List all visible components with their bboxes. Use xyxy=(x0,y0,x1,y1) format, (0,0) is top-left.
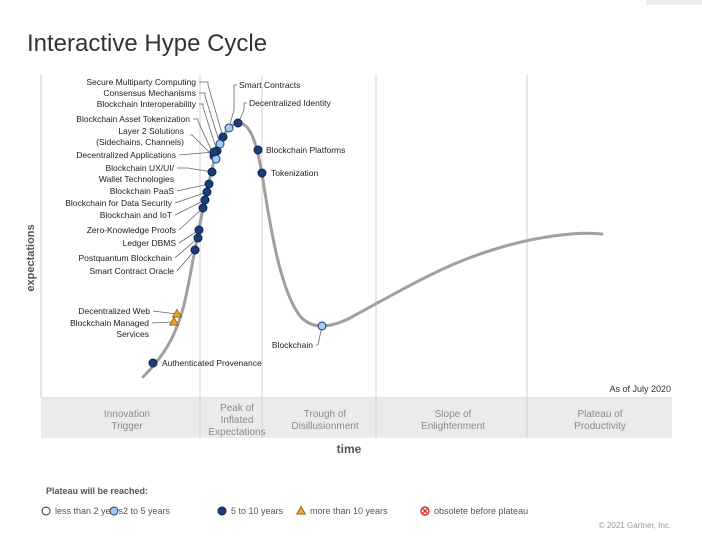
leader-decentralized-web xyxy=(152,310,178,315)
leader-postquantum-blockchain xyxy=(174,237,199,259)
phase-dividers xyxy=(199,75,528,438)
leader-blockchain-and-iot xyxy=(174,199,206,216)
legend: Plateau will be reached: less than 2 yea… xyxy=(41,486,528,516)
leader-decentralized-identity xyxy=(237,102,247,124)
marker-decentralized-identity[interactable] xyxy=(233,118,243,128)
copyright: © 2021 Gartner, Inc. xyxy=(599,521,671,530)
legend-items: less than 2 years 2 to 5 years 5 to 10 yea… xyxy=(41,505,528,516)
marker-blockchain-managed-services[interactable] xyxy=(168,316,180,326)
label-decentralized-identity: Decentralized Identity xyxy=(249,98,331,108)
phase-label-peak-1: Peak of xyxy=(220,403,254,414)
marker-blockchain-platforms[interactable] xyxy=(253,145,263,155)
label-blockchain-asset-tokenization: Blockchain Asset Tokenization xyxy=(76,114,190,124)
label-blockchain-managed-services: Blockchain Managed Services xyxy=(70,318,149,339)
page-title: Interactive Hype Cycle xyxy=(27,30,268,57)
phase-label-slope-2: Enlightenment xyxy=(421,421,485,432)
label-blockchain: Blockchain xyxy=(272,340,313,350)
legend-marker-more-than-10-years xyxy=(295,505,307,515)
marker-blockchain-and-iot[interactable] xyxy=(200,195,210,205)
phase-band xyxy=(41,399,672,438)
label-blockchain-platforms: Blockchain Platforms xyxy=(266,145,345,155)
marker-zero-knowledge-proofs[interactable] xyxy=(198,203,208,213)
phase-label-peak-3: Expectations xyxy=(208,427,265,438)
leader-decentralized-applications xyxy=(178,151,215,156)
leader-blockchain-asset-tokenization xyxy=(193,118,215,157)
marker-tokenization[interactable] xyxy=(257,168,267,178)
label-ledger-dbms: Ledger DBMS xyxy=(123,238,177,248)
label-smart-contract-oracle: Smart Contract Oracle xyxy=(89,266,174,276)
leader-secure-multiparty-computing xyxy=(199,81,224,138)
phase-label-trough-2: Disillusionment xyxy=(291,421,358,432)
phase-label-innovation-1: Innovation xyxy=(104,409,150,420)
legend-marker-2-to-5-years xyxy=(109,506,119,516)
legend-marker-obsolete-before-plateau xyxy=(420,506,430,516)
label-decentralized-applications: Decentralized Applications xyxy=(76,150,176,160)
leader-blockchain xyxy=(316,325,323,346)
phase-label-slope-1: Slope of xyxy=(435,409,472,420)
data-markers xyxy=(148,118,327,368)
x-axis-label: time xyxy=(337,442,362,456)
phase-label-peak-2: Inflated xyxy=(221,415,254,426)
phase-label-trough-1: Trough of xyxy=(304,409,347,420)
marker-blockchain-paas[interactable] xyxy=(204,179,214,189)
label-tokenization: Tokenization xyxy=(271,168,319,178)
leader-blockchain-ux-ui-wallet-technologies xyxy=(177,167,213,173)
legend-label-less-than-2-years: less than 2 years xyxy=(55,506,124,516)
legend-marker-less-than-2-years xyxy=(41,506,51,516)
leader-smart-contracts xyxy=(228,84,237,129)
label-layer-2-solutions-sidechains-channels: Layer 2 Solutions (Sidechains, Channels) xyxy=(96,126,184,147)
legend-title: Plateau will be reached: xyxy=(46,486,148,496)
legend-label-more-than-10-years: more than 10 years xyxy=(310,506,388,516)
marker-smart-contracts[interactable] xyxy=(224,123,234,133)
corner-tab xyxy=(646,0,702,5)
marker-ledger-dbms[interactable] xyxy=(194,225,204,235)
label-blockchain-ux-ui-wallet-technologies: Blockchain UX/UI/Wallet Technologies xyxy=(99,163,175,184)
label-smart-contracts: Smart Contracts xyxy=(239,80,300,90)
leader-layer-2-solutions-sidechains-channels xyxy=(190,134,217,160)
label-blockchain-interoperability: Blockchain Interoperability xyxy=(97,99,197,109)
leader-blockchain-managed-services xyxy=(151,321,175,324)
legend-label-2-to-5-years: 2 to 5 years xyxy=(123,506,171,516)
marker-decentralized-applications[interactable] xyxy=(209,147,219,157)
label-decentralized-web: Decentralized Web xyxy=(78,306,150,316)
label-secure-multiparty-computing: Secure Multiparty Computing xyxy=(86,77,196,87)
legend-marker-5-to-10-years xyxy=(217,506,227,516)
marker-blockchain-ux-ui-wallet-technologies[interactable] xyxy=(207,167,217,177)
label-zero-knowledge-proofs: Zero-Knowledge Proofs xyxy=(87,225,176,235)
phase-labels: Innovation Trigger Peak of Inflated Expe… xyxy=(104,403,626,438)
label-consensus-mechanisms: Consensus Mechanisms xyxy=(103,88,196,98)
marker-blockchain-for-data-security[interactable] xyxy=(202,187,212,197)
phase-label-innovation-2: Trigger xyxy=(111,421,143,432)
y-axis-label: expectations xyxy=(25,224,37,291)
phase-label-plateau-1: Plateau of xyxy=(577,409,622,420)
leader-blockchain-interoperability xyxy=(199,103,218,152)
hype-curve xyxy=(141,121,604,379)
marker-smart-contract-oracle[interactable] xyxy=(190,245,200,255)
label-blockchain-for-data-security: Blockchain for Data Security xyxy=(65,198,173,208)
leader-zero-knowledge-proofs xyxy=(178,207,204,231)
leader-blockchain-for-data-security xyxy=(174,191,208,204)
leader-lines xyxy=(151,81,323,346)
marker-authenticated-provenance[interactable] xyxy=(148,358,158,368)
leader-blockchain-paas xyxy=(176,183,210,192)
marker-decentralized-web[interactable] xyxy=(171,308,183,318)
legend-label-5-to-10-years: 5 to 10 years xyxy=(231,506,284,516)
label-postquantum-blockchain: Postquantum Blockchain xyxy=(78,253,172,263)
as-of-label: As of July 2020 xyxy=(609,384,671,394)
point-labels: Smart Contracts Decentralized Identity Sec… xyxy=(65,77,345,368)
marker-blockchain[interactable] xyxy=(317,321,327,331)
phase-label-plateau-2: Productivity xyxy=(574,421,626,432)
label-blockchain-and-iot: Blockchain and IoT xyxy=(100,210,172,220)
leader-consensus-mechanisms xyxy=(199,92,221,145)
label-authenticated-provenance: Authenticated Provenance xyxy=(162,358,262,368)
legend-label-obsolete-before-plateau: obsolete before plateau xyxy=(434,506,528,516)
marker-postquantum-blockchain[interactable] xyxy=(193,233,203,243)
label-blockchain-paas: Blockchain PaaS xyxy=(110,186,175,196)
leader-smart-contract-oracle xyxy=(176,249,196,272)
